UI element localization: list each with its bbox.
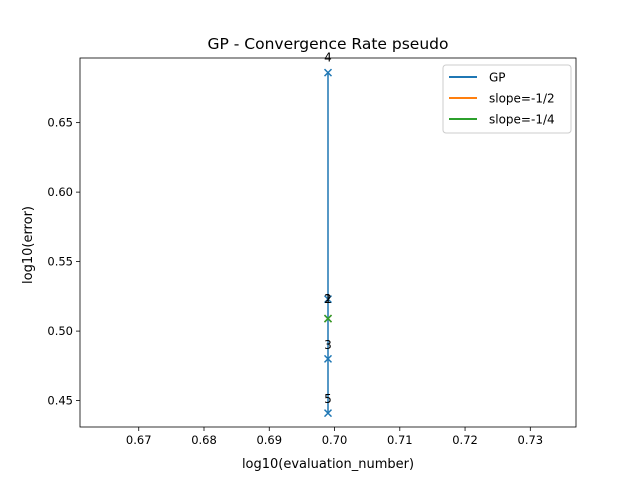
- point-annotation: 1: [324, 292, 332, 306]
- legend-box: [442, 64, 572, 134]
- plot-area: 0.67 0.68 0.69 0.70 0.71 0.72 0.73 0.45 0.50 0.55…: [47, 50, 577, 447]
- y-axis-label: log10(error): [21, 206, 36, 284]
- x-axis-label: log10(evaluation_number): [242, 457, 414, 472]
- legend-label: slope=-1/2: [489, 92, 555, 106]
- point-annotation: 2: [324, 292, 332, 306]
- axes-frame: [79, 57, 577, 428]
- data-point-marker: [323, 295, 333, 304]
- x-tick-label: 0.71: [387, 433, 413, 447]
- point-annotation: 4: [324, 50, 332, 64]
- data-point-marker: [323, 68, 333, 77]
- legend: GP slope=-1/2 slope=-1/4: [442, 64, 572, 134]
- y-tick-label: 0.45: [47, 394, 73, 408]
- data-point-marker: [323, 314, 333, 323]
- point-annotation: 5: [324, 392, 332, 406]
- y-tick-label: 0.60: [47, 185, 73, 199]
- y-tick-label: 0.50: [47, 324, 73, 338]
- legend-label: slope=-1/4: [489, 113, 555, 127]
- legend-label: GP: [489, 71, 506, 85]
- x-tick-label: 0.69: [256, 433, 282, 447]
- data-point-marker: [323, 409, 333, 418]
- x-tick-label: 0.73: [518, 433, 544, 447]
- chart-title: GP - Convergence Rate pseudo: [208, 35, 449, 53]
- x-tick-label: 0.68: [191, 433, 217, 447]
- x-tick-label: 0.67: [126, 433, 152, 447]
- x-tick-label: 0.70: [322, 433, 348, 447]
- point-annotation: 3: [324, 338, 332, 352]
- y-tick-label: 0.65: [47, 116, 73, 130]
- y-tick-label: 0.55: [47, 255, 73, 269]
- data-point-marker: [323, 354, 333, 363]
- x-tick-label: 0.72: [452, 433, 478, 447]
